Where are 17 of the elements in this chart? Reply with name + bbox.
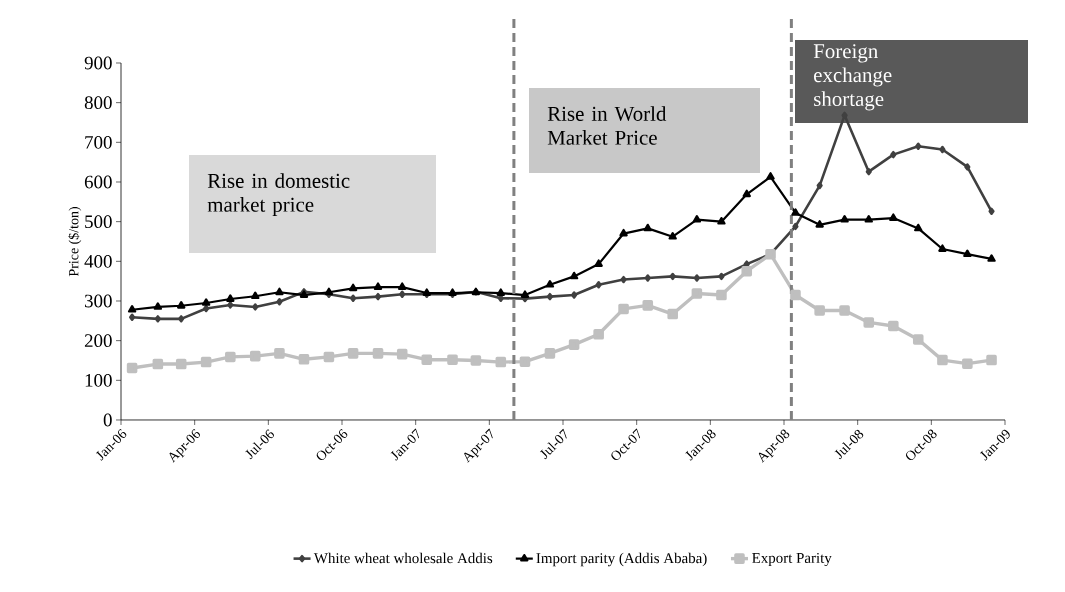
y-tick-label: 100: [85, 373, 112, 387]
y-tick-label: 800: [84, 96, 112, 110]
annotation: Foreign exchange shortage: [813, 44, 892, 111]
y-tick-label: 400: [84, 254, 112, 268]
legend-label: Export Parity: [752, 552, 832, 567]
y-axis-title: Price ($/ton): [68, 207, 82, 277]
annotation: Rise in domestic market price: [207, 173, 350, 217]
annotation: Rise in World Market Price: [547, 106, 667, 145]
y-tick-label: 200: [84, 334, 112, 348]
y-tick-label: 700: [85, 135, 112, 149]
y-tick-label: 300: [85, 294, 112, 308]
y-tick-label: 900: [84, 56, 112, 70]
y-tick-label: 0: [103, 413, 112, 427]
y-tick-label: 500: [85, 215, 112, 229]
legend-label: Import parity (Addis Ababa): [536, 552, 707, 567]
y-tick-label: 600: [84, 175, 112, 189]
legend-label: White wheat wholesale Addis: [313, 552, 493, 564]
